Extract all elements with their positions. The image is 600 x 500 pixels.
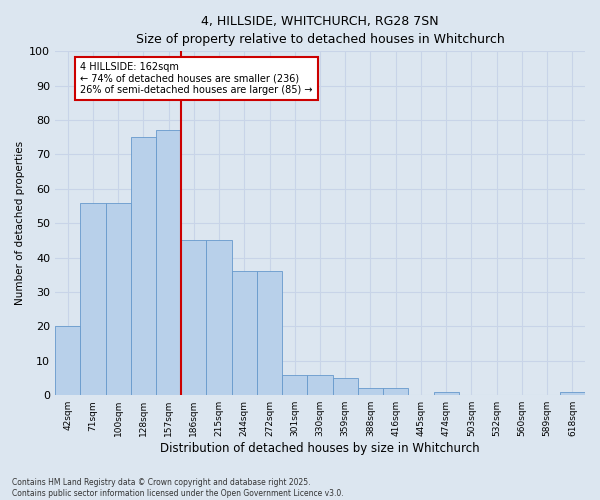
Bar	[282, 374, 307, 395]
Bar	[106, 202, 131, 395]
Bar	[307, 374, 332, 395]
Y-axis label: Number of detached properties: Number of detached properties	[15, 141, 25, 306]
Text: Contains HM Land Registry data © Crown copyright and database right 2025.
Contai: Contains HM Land Registry data © Crown c…	[12, 478, 344, 498]
Bar	[55, 326, 80, 395]
Bar	[560, 392, 585, 395]
X-axis label: Distribution of detached houses by size in Whitchurch: Distribution of detached houses by size …	[160, 442, 480, 455]
Bar	[358, 388, 383, 395]
Bar	[232, 272, 257, 395]
Bar	[156, 130, 181, 395]
Bar	[206, 240, 232, 395]
Bar	[257, 272, 282, 395]
Bar	[383, 388, 409, 395]
Bar	[181, 240, 206, 395]
Title: 4, HILLSIDE, WHITCHURCH, RG28 7SN
Size of property relative to detached houses i: 4, HILLSIDE, WHITCHURCH, RG28 7SN Size o…	[136, 15, 505, 46]
Bar	[131, 138, 156, 395]
Text: 4 HILLSIDE: 162sqm
← 74% of detached houses are smaller (236)
26% of semi-detach: 4 HILLSIDE: 162sqm ← 74% of detached hou…	[80, 62, 313, 95]
Bar	[332, 378, 358, 395]
Bar	[80, 202, 106, 395]
Bar	[434, 392, 459, 395]
